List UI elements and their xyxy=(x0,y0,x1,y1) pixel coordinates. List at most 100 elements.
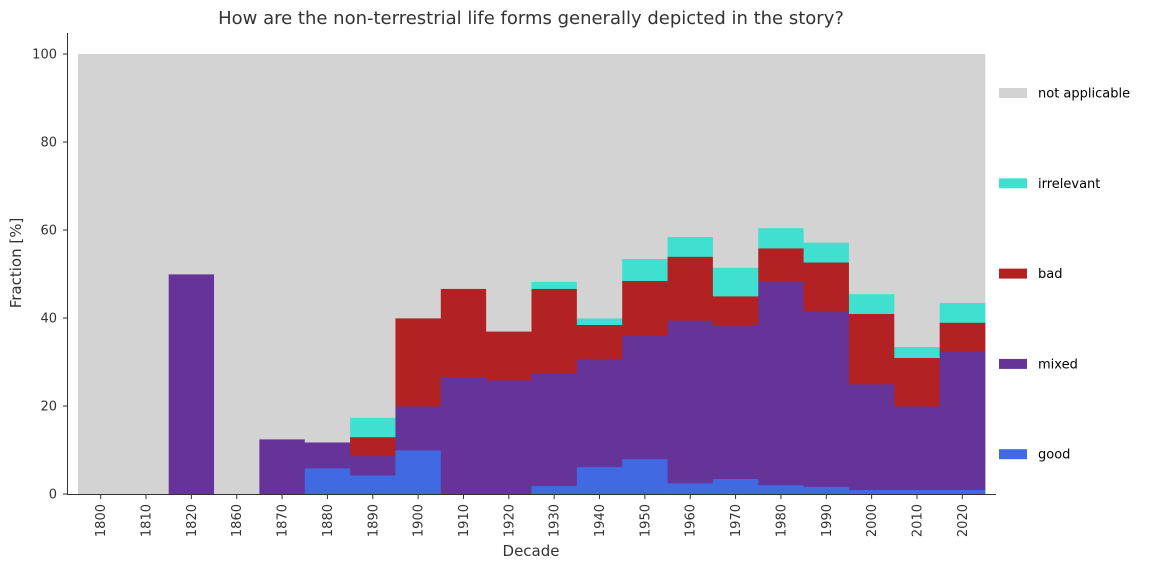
bar-not-applicable-1920 xyxy=(486,54,532,332)
x-tick-label-1960: 1960 xyxy=(684,504,699,537)
bar-mixed-1950 xyxy=(622,335,668,460)
bar-bad-1910 xyxy=(440,288,487,377)
bar-mixed-1870 xyxy=(259,439,306,495)
bar-not-applicable-1990 xyxy=(803,54,850,243)
bar-irrelevant-1940 xyxy=(576,318,623,325)
bar-good-1970 xyxy=(712,478,759,495)
bar-bad-1920 xyxy=(486,331,532,381)
bar-mixed-1820 xyxy=(168,274,215,495)
x-tick-label-1900: 1900 xyxy=(412,504,427,537)
bar-good-1880 xyxy=(304,468,351,495)
bar-mixed-1970 xyxy=(712,324,759,479)
bar-mixed-1880 xyxy=(304,442,351,469)
legend-swatch-mixed xyxy=(999,358,1027,369)
bar-mixed-1930 xyxy=(531,373,578,487)
x-axis-label: Decade xyxy=(503,542,560,560)
x-tick-label-1990: 1990 xyxy=(820,504,835,537)
bar-bad-1970 xyxy=(712,296,759,325)
bar-mixed-2010 xyxy=(894,406,941,490)
bar-not-applicable-1910 xyxy=(440,54,487,289)
legend-label-mixed: mixed xyxy=(1038,357,1078,372)
bar-bad-2010 xyxy=(894,357,941,407)
bar-mixed-1990 xyxy=(803,310,850,487)
bar-irrelevant-1930 xyxy=(531,281,578,289)
bar-not-applicable-1940 xyxy=(576,54,623,319)
legend: not applicable irrelevant bad mixed good xyxy=(999,87,1130,463)
legend-label-not-applicable: not applicable xyxy=(1038,87,1130,102)
bar-mixed-1900 xyxy=(395,406,442,451)
x-tick-label-1930: 1930 xyxy=(548,504,563,537)
legend-label-good: good xyxy=(1038,448,1070,463)
x-tick-label-1810: 1810 xyxy=(140,504,155,537)
bar-bad-1930 xyxy=(531,288,578,374)
bar-bad-1890 xyxy=(350,436,396,457)
bar-bad-2020 xyxy=(939,322,986,352)
bar-not-applicable-1900 xyxy=(395,54,442,319)
y-axis-label: Fraction [%] xyxy=(7,218,25,309)
bar-bad-1900 xyxy=(395,318,442,407)
legend-swatch-good xyxy=(999,449,1027,460)
bar-mixed-2020 xyxy=(939,351,986,490)
bar-mixed-1980 xyxy=(758,281,804,486)
bar-not-applicable-1800 xyxy=(78,54,124,495)
bar-irrelevant-1960 xyxy=(667,236,714,257)
bar-not-applicable-1860 xyxy=(214,54,260,495)
bar-irrelevant-2010 xyxy=(894,346,941,358)
x-tick-label-2000: 2000 xyxy=(865,504,880,537)
bar-good-1980 xyxy=(758,484,804,495)
bar-not-applicable-2000 xyxy=(848,54,895,295)
bar-mixed-1890 xyxy=(350,455,396,476)
bar-mixed-1910 xyxy=(440,376,487,495)
bar-irrelevant-1990 xyxy=(803,242,850,263)
bar-good-1960 xyxy=(667,483,714,495)
y-tick-label-80: 80 xyxy=(40,136,57,151)
x-tick-label-2010: 2010 xyxy=(910,504,925,537)
bar-good-1990 xyxy=(803,486,850,495)
bar-bad-1940 xyxy=(576,324,623,359)
x-tick-label-1860: 1860 xyxy=(230,504,245,537)
bar-bad-1960 xyxy=(667,256,714,321)
x-tick-label-1950: 1950 xyxy=(638,504,653,537)
bar-irrelevant-1980 xyxy=(758,227,804,249)
bar-not-applicable-1890 xyxy=(350,54,396,418)
bar-bad-1950 xyxy=(622,280,668,336)
bar-good-1900 xyxy=(395,450,442,495)
bar-not-applicable-2020 xyxy=(939,54,986,303)
legend-label-bad: bad xyxy=(1038,267,1062,282)
x-tick-label-1980: 1980 xyxy=(774,504,789,537)
bar-not-applicable-2010 xyxy=(894,54,941,347)
y-axis-ticks: 0 20 40 60 80 100 xyxy=(32,48,67,503)
x-tick-label-1970: 1970 xyxy=(729,504,744,537)
bar-mixed-1920 xyxy=(486,380,532,495)
x-tick-label-1820: 1820 xyxy=(185,504,200,537)
bar-good-2010 xyxy=(894,489,941,495)
plot-area xyxy=(78,54,986,495)
bar-not-applicable-1810 xyxy=(123,54,170,495)
bar-good-2020 xyxy=(939,489,986,495)
legend-label-irrelevant: irrelevant xyxy=(1038,177,1100,192)
bar-bad-2000 xyxy=(848,313,895,385)
bar-mixed-1940 xyxy=(576,358,623,468)
x-tick-label-1910: 1910 xyxy=(457,504,472,537)
x-tick-label-1880: 1880 xyxy=(321,504,336,537)
legend-swatch-irrelevant xyxy=(999,178,1027,189)
y-tick-label-60: 60 xyxy=(40,224,57,239)
x-tick-label-2020: 2020 xyxy=(956,504,971,537)
bar-not-applicable-1950 xyxy=(622,54,668,259)
x-tick-label-1800: 1800 xyxy=(94,504,109,537)
bar-not-applicable-1970 xyxy=(712,54,759,268)
bar-not-applicable-1980 xyxy=(758,54,804,229)
bar-not-applicable-1930 xyxy=(531,54,578,282)
bar-good-1890 xyxy=(350,475,396,495)
bar-good-1940 xyxy=(576,466,623,495)
chart-title: How are the non-terrestrial life forms g… xyxy=(218,8,844,29)
bar-good-1930 xyxy=(531,485,578,495)
y-tick-label-0: 0 xyxy=(49,488,57,503)
x-tick-label-1870: 1870 xyxy=(276,504,291,537)
y-tick-label-100: 100 xyxy=(32,48,57,63)
bar-bad-1990 xyxy=(803,262,850,311)
bar-not-applicable-1820 xyxy=(168,54,215,275)
x-tick-label-1890: 1890 xyxy=(366,504,381,537)
x-tick-label-1920: 1920 xyxy=(502,504,517,537)
